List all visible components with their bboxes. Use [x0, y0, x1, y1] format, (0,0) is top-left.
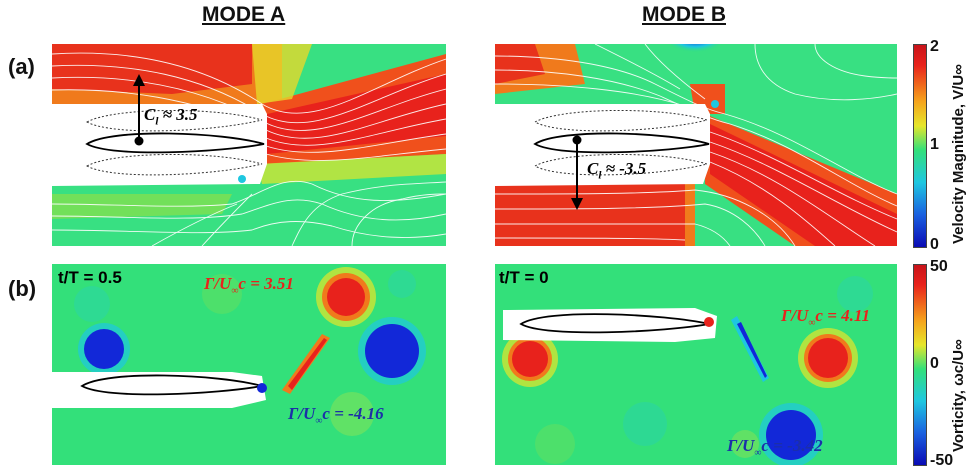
row-label-a: (a) [8, 54, 35, 79]
vorticity-tick-max: 50 [930, 258, 948, 275]
velocity-field-mode-a-image [52, 44, 446, 246]
vorticity-colorbar-label: Vorticity, ωc/U∞ [950, 339, 967, 452]
circulation-negative-mode-a: Γ/U∞c = -4.16 [288, 404, 384, 427]
velocity-colorbar-label: Velocity Magnitude, V/U∞ [950, 64, 967, 244]
vorticity-colorbar [913, 264, 927, 466]
mode-a-title: MODE A [202, 3, 286, 26]
vorticity-tick-min: -50 [930, 452, 954, 469]
lift-coefficient-label-mode-a: Cl ≈ 3.5 [144, 105, 198, 128]
vorticity-field-mode-a: t/T = 0.5 Γ/U∞c = 3.51 Γ/U∞c = -4.16 [52, 264, 446, 465]
vorticity-field-mode-b: t/T = 0 Γ/U∞c = 4.11 Γ/U∞c = -3.42 [495, 264, 897, 465]
circulation-positive-mode-b: Γ/U∞c = 4.11 [781, 306, 870, 329]
row-label-b: (b) [8, 276, 37, 301]
circulation-negative-mode-b: Γ/U∞c = -3.42 [727, 436, 823, 459]
vorticity-tick-mid: 0 [930, 355, 939, 372]
velocity-colorbar [913, 44, 927, 248]
vorticity-field-mode-b-image [495, 264, 897, 465]
velocity-field-mode-b-image [495, 44, 897, 246]
velocity-tick-mid: 1 [930, 136, 939, 153]
mode-b-title: MODE B [642, 3, 726, 26]
velocity-tick-max: 2 [930, 38, 939, 55]
velocity-field-mode-b: Cl ≈ -3.5 [495, 44, 897, 246]
time-label-mode-a: t/T = 0.5 [58, 268, 122, 287]
vorticity-field-mode-a-image [52, 264, 446, 465]
circulation-positive-mode-a: Γ/U∞c = 3.51 [204, 274, 294, 297]
velocity-tick-min: 0 [930, 236, 939, 253]
time-label-mode-b: t/T = 0 [499, 268, 549, 287]
velocity-field-mode-a: Cl ≈ 3.5 [52, 44, 446, 246]
lift-coefficient-label-mode-b: Cl ≈ -3.5 [587, 159, 647, 182]
